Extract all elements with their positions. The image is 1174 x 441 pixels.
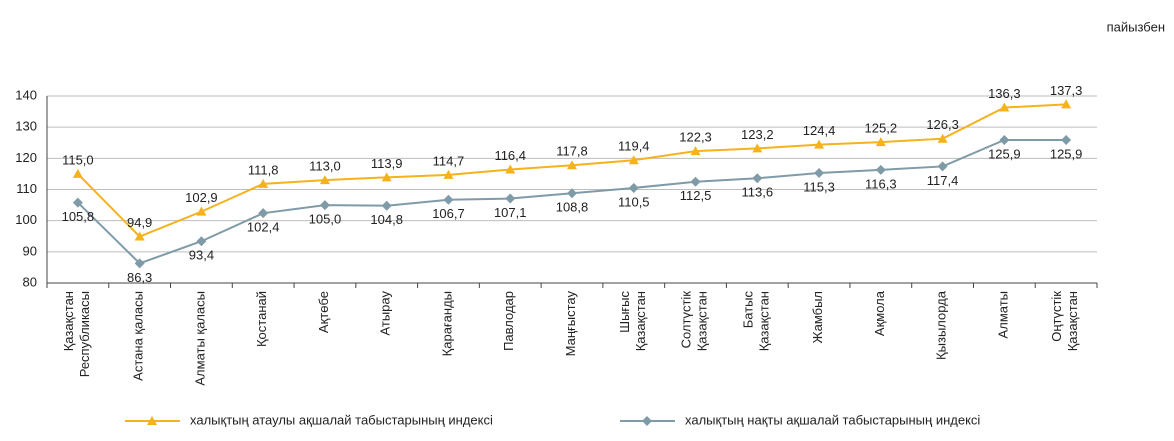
marker [443, 194, 454, 205]
x-tick-label: Павлодар [502, 291, 517, 351]
marker [147, 416, 157, 425]
data-label: 102,9 [185, 190, 218, 205]
data-label: 114,7 [433, 153, 465, 168]
marker [937, 133, 948, 143]
x-tick-label: ҚазақстанРеспубликасы [61, 291, 92, 377]
marker [690, 146, 701, 156]
marker [814, 139, 825, 149]
x-tick-label: Алматы [996, 291, 1011, 338]
legend-label: халықтың атаулы ақшалай табыстарының инд… [190, 412, 493, 427]
x-tick-label: БатысҚазақстан [741, 291, 772, 352]
y-tick-label: 130 [15, 119, 37, 134]
marker [443, 169, 454, 179]
data-label: 115,0 [62, 152, 94, 167]
marker [690, 176, 701, 187]
marker [999, 134, 1010, 145]
x-tick-label: Ақтөбе [316, 291, 331, 333]
marker [567, 188, 577, 199]
data-label: 113,6 [742, 185, 774, 200]
marker [72, 168, 83, 178]
marker [258, 178, 269, 188]
marker [72, 197, 83, 208]
data-label: 113,9 [371, 156, 403, 171]
marker [999, 102, 1010, 112]
data-label: 136,3 [988, 86, 1021, 101]
data-label: 115,3 [803, 179, 835, 194]
data-label: 119,4 [618, 139, 650, 154]
data-label: 93,4 [189, 248, 214, 263]
data-label: 105,8 [62, 209, 95, 224]
marker [1061, 99, 1072, 109]
data-label: 86,3 [127, 270, 152, 285]
series-line [77, 103, 1067, 238]
marker [628, 155, 639, 165]
data-label: 107,1 [494, 205, 527, 220]
x-tick-label: ОңтүстікҚазақстан [1050, 291, 1081, 352]
marker [196, 236, 207, 247]
data-label: 125,9 [1050, 146, 1083, 161]
y-tick-label: 140 [15, 87, 37, 102]
marker [381, 200, 392, 211]
data-label: 117,4 [927, 173, 959, 188]
marker [1061, 134, 1072, 145]
data-label: 108,8 [556, 200, 589, 215]
data-label: 116,3 [865, 176, 897, 191]
marker [814, 167, 825, 178]
unit-label: пайызбен [1107, 19, 1165, 34]
x-tick-label: Жамбыл [810, 291, 825, 344]
data-label: 116,4 [494, 148, 526, 163]
data-label: 104,8 [370, 212, 403, 227]
data-label: 117,8 [556, 144, 588, 159]
marker [134, 258, 145, 269]
marker [752, 143, 763, 153]
data-label: 105,0 [309, 212, 342, 227]
x-tick-label: Қостанай [255, 291, 270, 347]
x-tick-label: ШығысҚазақстан [617, 291, 648, 352]
legend-label: халықтың нақты ақшалай табыстарының инде… [685, 412, 980, 427]
marker [196, 206, 207, 216]
x-tick-label: Қызылорда [934, 290, 949, 360]
marker [319, 175, 330, 185]
data-label: 122,3 [679, 130, 712, 145]
marker [319, 200, 330, 211]
data-label: 111,8 [248, 162, 279, 177]
marker [628, 182, 639, 193]
data-label: 94,9 [127, 215, 152, 230]
marker [505, 193, 516, 204]
marker [505, 164, 516, 174]
data-label: 106,7 [432, 206, 465, 221]
x-tick-label: Алматы қаласы [193, 291, 208, 386]
x-tick-label: Ақмола [872, 290, 887, 336]
data-label: 125,9 [988, 146, 1021, 161]
data-label: 102,4 [247, 220, 280, 235]
data-label: 110,5 [618, 194, 650, 209]
x-tick-label: Астана қаласы [131, 291, 146, 381]
data-label: 126,3 [926, 117, 959, 132]
data-label: 124,4 [803, 123, 836, 138]
marker [642, 416, 652, 426]
y-tick-label: 80 [23, 274, 37, 289]
marker [134, 231, 145, 241]
y-tick-label: 120 [15, 150, 37, 165]
marker [937, 161, 948, 172]
data-label: 123,2 [741, 127, 774, 142]
marker [875, 137, 886, 147]
data-label: 137,3 [1050, 83, 1083, 98]
y-tick-label: 90 [23, 243, 37, 258]
x-tick-label: Атырау [378, 291, 393, 336]
marker [381, 172, 392, 182]
data-label: 112,5 [680, 188, 712, 203]
x-tick-label: Қарағанды [440, 291, 455, 356]
y-tick-label: 110 [16, 181, 37, 196]
x-tick-label: СолтүстікҚазақстан [679, 291, 710, 352]
data-label: 113,0 [309, 159, 341, 174]
y-tick-label: 100 [15, 212, 37, 227]
data-label: 125,2 [865, 121, 898, 136]
marker [258, 208, 269, 219]
marker [567, 160, 577, 170]
marker [752, 173, 763, 184]
x-tick-label: Маңғыстау [563, 291, 578, 357]
marker [875, 164, 886, 175]
